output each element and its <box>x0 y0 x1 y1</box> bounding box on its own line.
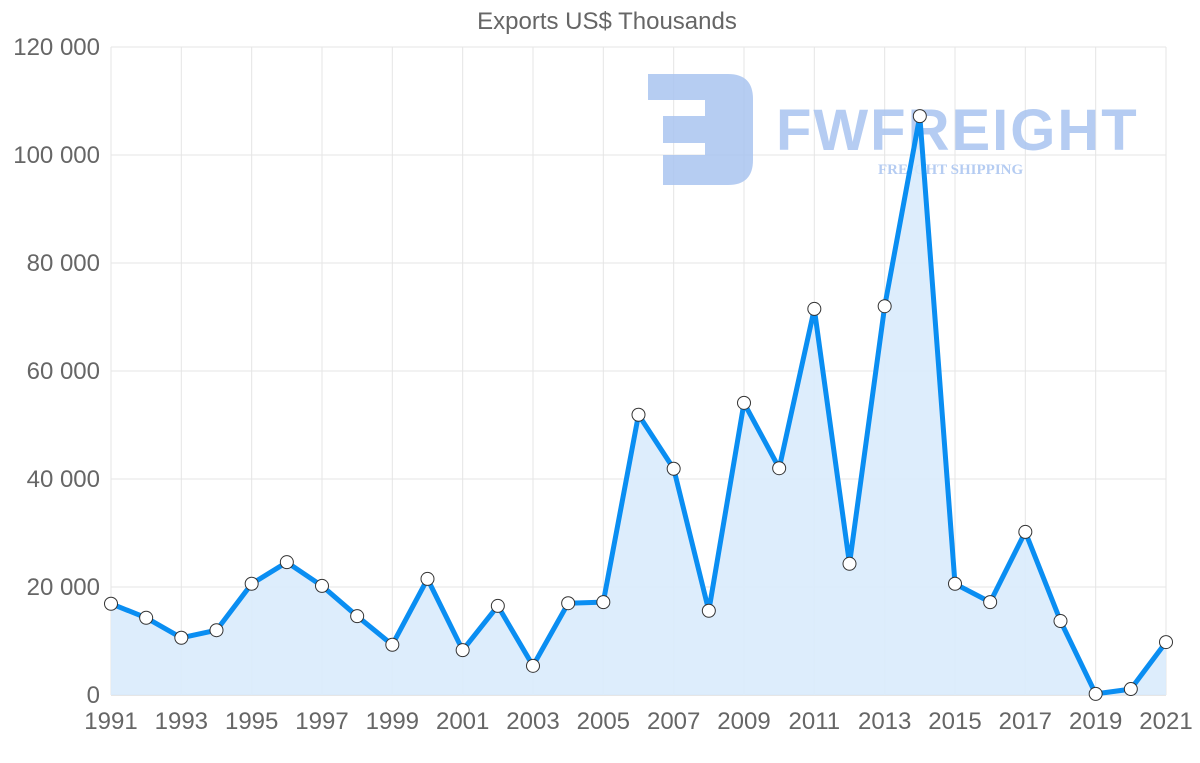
data-point <box>1159 635 1173 650</box>
data-point <box>455 643 470 658</box>
fwfreight-watermark-logo: FWFREIGHT FREIGHT SHIPPING <box>648 74 1139 185</box>
x-tick-label: 1993 <box>155 708 208 735</box>
data-point <box>1123 682 1138 697</box>
x-tick-label: 2015 <box>928 708 981 735</box>
axes: 0 20 000 40 000 60 000 80 000 100 000 120 000 1… <box>13 34 1192 735</box>
data-point <box>807 301 822 316</box>
data-point <box>315 578 329 593</box>
data-point <box>244 576 259 591</box>
data-point <box>596 595 611 610</box>
data-point <box>104 596 118 611</box>
watermark-logo-icon <box>648 74 753 185</box>
y-tick-label: 40 000 <box>27 466 100 493</box>
x-tick-label: 2019 <box>1069 708 1122 735</box>
data-point <box>561 596 576 611</box>
x-tick-label: 2001 <box>436 708 489 735</box>
x-tick-label: 1999 <box>366 708 419 735</box>
series-exports <box>104 109 1173 701</box>
y-tick-label: 60 000 <box>27 358 100 385</box>
x-tick-label: 2007 <box>647 708 700 735</box>
svg-text:FWFREIGHT: FWFREIGHT <box>776 98 1139 163</box>
y-tick-label: 100 000 <box>13 142 100 169</box>
x-tick-label: 1991 <box>84 708 137 735</box>
y-tick-label: 20 000 <box>27 574 100 601</box>
y-tick-label: 80 000 <box>27 250 100 277</box>
x-tick-label: 2021 <box>1139 708 1192 735</box>
y-tick-label: 0 <box>87 682 100 709</box>
data-point <box>385 637 400 652</box>
data-point <box>772 461 787 476</box>
data-point <box>666 461 681 476</box>
x-tick-label: 1995 <box>225 708 278 735</box>
y-tick-label: 120 000 <box>13 34 100 61</box>
x-tick-label: 2009 <box>717 708 770 735</box>
data-point <box>1088 686 1103 701</box>
data-point <box>737 395 751 410</box>
svg-text:FREIGHT SHIPPING: FREIGHT SHIPPING <box>878 162 1023 178</box>
data-point <box>174 630 189 645</box>
data-point <box>701 603 716 618</box>
data-point <box>350 609 365 624</box>
data-point <box>279 555 294 570</box>
data-point <box>209 623 224 638</box>
data-point <box>842 556 857 571</box>
data-point <box>631 407 646 422</box>
data-point <box>420 571 435 586</box>
x-tick-label: 2013 <box>858 708 911 735</box>
x-tick-label: 2017 <box>999 708 1052 735</box>
data-point <box>877 299 892 314</box>
data-point <box>912 109 927 124</box>
x-tick-label: 1997 <box>295 708 348 735</box>
data-point <box>139 610 154 625</box>
x-tick-label: 2011 <box>789 708 841 735</box>
data-point <box>948 576 962 591</box>
x-tick-label: 2005 <box>577 708 630 735</box>
chart-title: Exports US$ Thousands <box>477 8 737 35</box>
series-area-fill <box>111 116 1166 696</box>
data-point <box>1053 614 1068 629</box>
data-point <box>490 598 505 613</box>
data-point <box>1018 524 1033 539</box>
data-point <box>526 658 540 673</box>
x-tick-label: 2003 <box>506 708 559 735</box>
data-point <box>983 595 998 610</box>
